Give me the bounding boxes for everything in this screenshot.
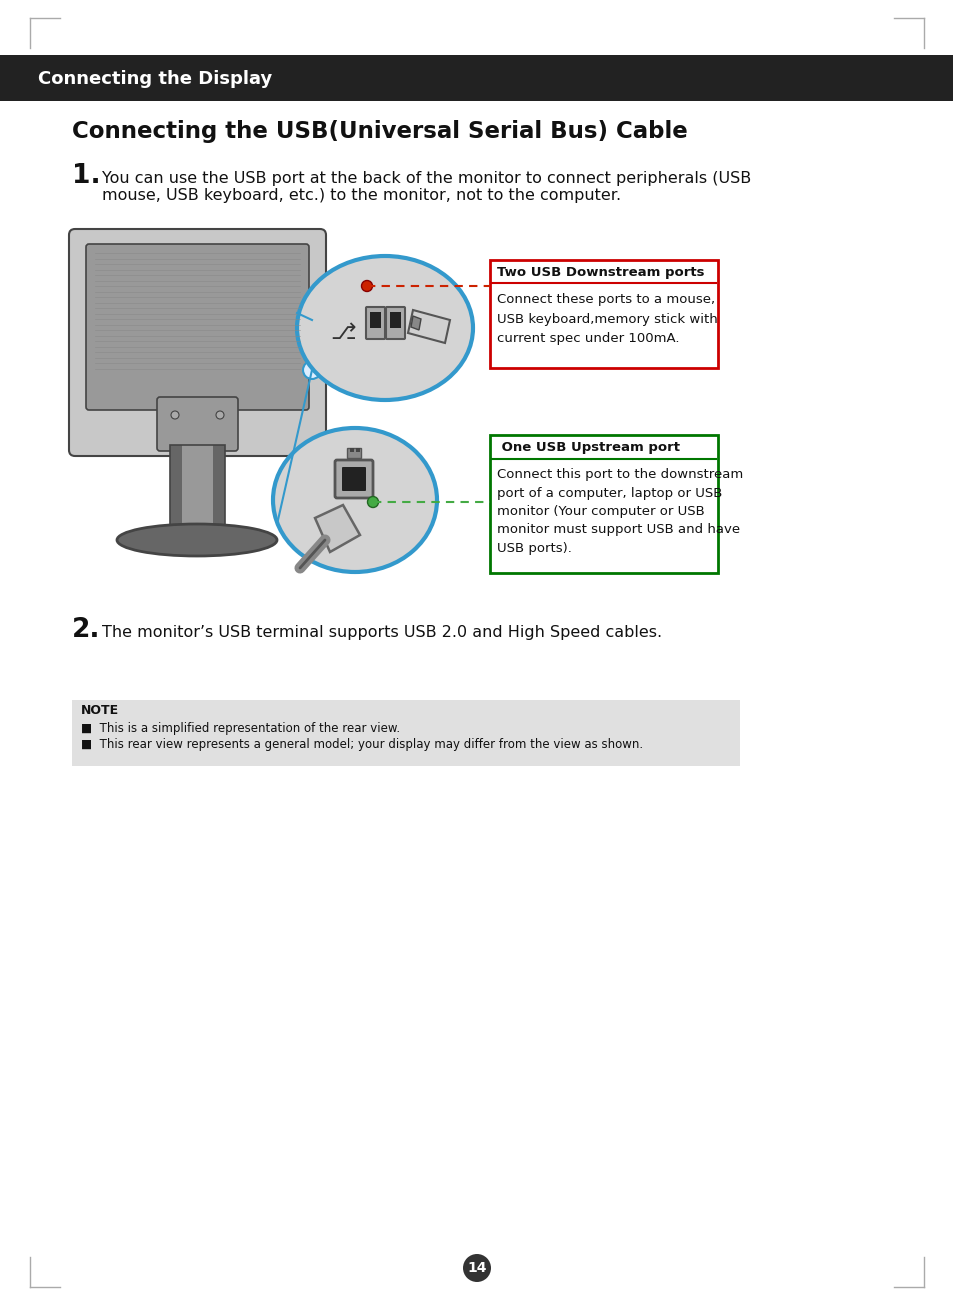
Text: Connect these ports to a mouse,
USB keyboard,memory stick with
current spec unde: Connect these ports to a mouse, USB keyb… [497, 294, 717, 345]
Bar [182, 445, 213, 530]
Bar [0, 55, 953, 100]
Bar [170, 445, 225, 530]
Text: NOTE: NOTE [81, 703, 119, 716]
FancyBboxPatch shape [86, 244, 309, 410]
Bar [490, 435, 718, 573]
Bar [350, 448, 354, 452]
Bar [390, 312, 400, 328]
Text: Connecting the Display: Connecting the Display [38, 70, 272, 87]
Ellipse shape [273, 428, 436, 572]
Circle shape [361, 281, 372, 291]
Text: Connect this port to the downstream
port of a computer, laptop or USB
monitor (Y: Connect this port to the downstream port… [497, 468, 742, 555]
Circle shape [302, 311, 322, 330]
Bar [170, 445, 182, 530]
Text: 14: 14 [467, 1261, 486, 1275]
Polygon shape [408, 311, 450, 343]
Text: One USB Upstream port: One USB Upstream port [497, 441, 679, 454]
Ellipse shape [296, 256, 473, 401]
Text: ⎇: ⎇ [330, 324, 355, 343]
FancyBboxPatch shape [157, 397, 237, 452]
Text: You can use the USB port at the back of the monitor to connect peripherals (USB: You can use the USB port at the back of … [102, 171, 750, 187]
Polygon shape [411, 316, 420, 330]
Text: Two USB Downstream ports: Two USB Downstream ports [497, 266, 703, 279]
Circle shape [462, 1254, 491, 1282]
FancyBboxPatch shape [335, 459, 373, 499]
Text: ■  This rear view represents a general model; your display may differ from the v: ■ This rear view represents a general mo… [81, 739, 642, 750]
Text: 1.: 1. [71, 163, 100, 189]
Circle shape [171, 411, 179, 419]
FancyBboxPatch shape [341, 467, 366, 491]
Text: The monitor’s USB terminal supports USB 2.0 and High Speed cables.: The monitor’s USB terminal supports USB … [102, 625, 661, 639]
Polygon shape [314, 505, 359, 552]
Circle shape [367, 496, 378, 508]
Bar [347, 448, 360, 458]
Circle shape [215, 411, 224, 419]
Bar [213, 445, 225, 530]
Text: mouse, USB keyboard, etc.) to the monitor, not to the computer.: mouse, USB keyboard, etc.) to the monito… [102, 188, 620, 204]
Bar [71, 699, 740, 766]
FancyBboxPatch shape [386, 307, 405, 339]
Ellipse shape [117, 525, 276, 556]
Bar [490, 260, 718, 368]
Text: ■  This is a simplified representation of the rear view.: ■ This is a simplified representation of… [81, 722, 399, 735]
FancyBboxPatch shape [366, 307, 385, 339]
Text: Connecting the USB(Universal Serial Bus) Cable: Connecting the USB(Universal Serial Bus)… [71, 120, 687, 144]
Text: 2.: 2. [71, 617, 100, 643]
FancyBboxPatch shape [69, 228, 326, 455]
Bar [355, 448, 359, 452]
Circle shape [303, 361, 320, 378]
Bar [370, 312, 380, 328]
